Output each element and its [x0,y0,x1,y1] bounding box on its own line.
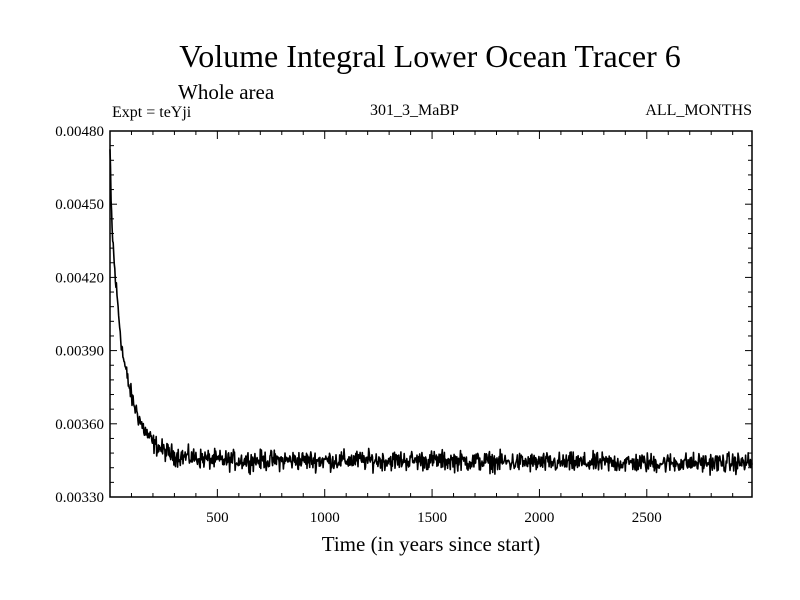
x-tick-label: 2000 [524,510,554,526]
series-line [109,149,753,476]
y-tick-label: 0.00420 [55,270,104,286]
chart-subtitle: Whole area [178,80,275,104]
y-tick-label: 0.00330 [55,490,104,506]
y-tick-label: 0.00480 [55,124,104,140]
plot-frame [109,130,753,498]
x-tick-label: 500 [206,510,229,526]
x-axis-label: Time (in years since start) [322,532,541,556]
experiment-label: Expt = teYji [112,104,192,121]
y-tick-label: 0.00360 [55,417,104,433]
months-label: ALL_MONTHS [645,102,752,119]
x-tick-label: 2500 [632,510,662,526]
x-tick-label: 1500 [417,510,447,526]
y-tick-label: 0.00450 [55,197,104,213]
x-axis: 500 1000 1500 2000 2500 [130,131,734,526]
chart-title: Volume Integral Lower Ocean Tracer 6 [179,38,681,74]
y-tick-label: 0.00390 [55,344,104,360]
x-tick-label: 1000 [310,510,340,526]
run-label: 301_3_MaBP [370,102,459,119]
